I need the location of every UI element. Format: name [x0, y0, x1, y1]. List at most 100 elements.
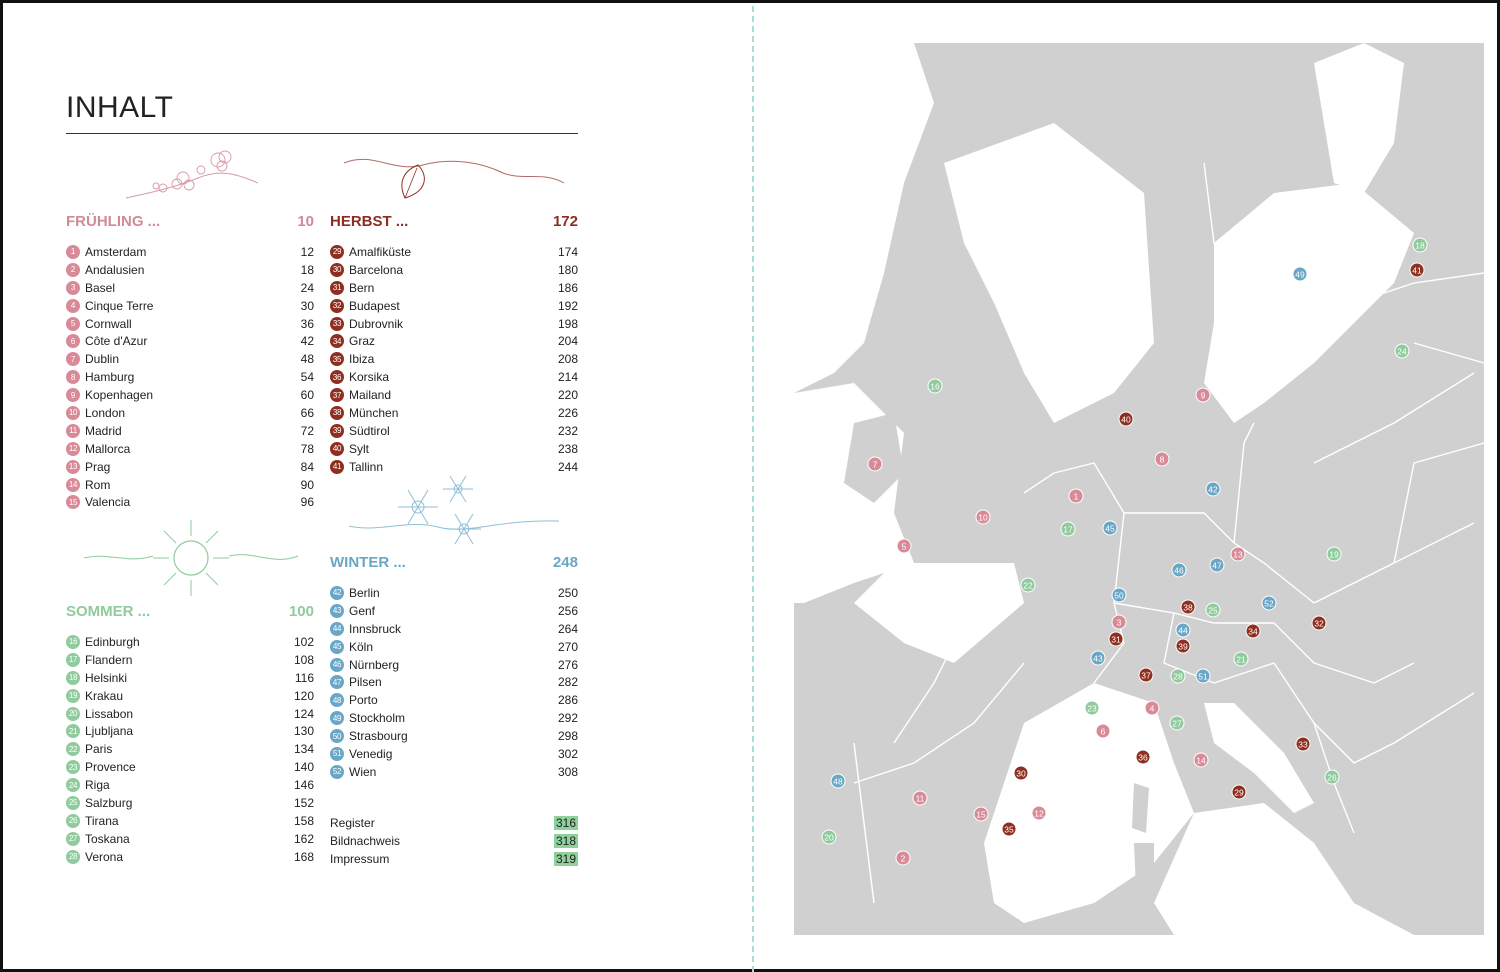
toc-entry[interactable]: 13 Prag 84 [66, 458, 314, 476]
map-pin-44[interactable]: 44 [1175, 622, 1191, 638]
toc-entry[interactable]: Register 316 [330, 814, 578, 832]
map-pin-40[interactable]: 40 [1118, 411, 1134, 427]
toc-entry[interactable]: 28 Verona 168 [66, 848, 314, 866]
map-pin-6[interactable]: 6 [1095, 723, 1111, 739]
toc-entry[interactable]: 15 Valencia 96 [66, 493, 314, 511]
toc-entry[interactable]: 29 Amalfiküste 174 [330, 243, 578, 261]
toc-entry[interactable]: 40 Sylt 238 [330, 440, 578, 458]
map-pin-2[interactable]: 2 [895, 850, 911, 866]
map-pin-24[interactable]: 24 [1394, 343, 1410, 359]
map-pin-17[interactable]: 17 [1060, 521, 1076, 537]
toc-entry[interactable]: 37 Mailand 220 [330, 386, 578, 404]
map-pin-45[interactable]: 45 [1102, 520, 1118, 536]
toc-entry[interactable]: 49 Stockholm 292 [330, 709, 578, 727]
toc-entry[interactable]: 45 Köln 270 [330, 638, 578, 656]
map-pin-32[interactable]: 32 [1311, 615, 1327, 631]
toc-entry[interactable]: 6 Côte d'Azur 42 [66, 332, 314, 350]
map-pin-29[interactable]: 29 [1231, 784, 1247, 800]
map-pin-13[interactable]: 13 [1230, 546, 1246, 562]
toc-entry[interactable]: 17 Flandern 108 [66, 651, 314, 669]
map-pin-47[interactable]: 47 [1209, 557, 1225, 573]
map-pin-7[interactable]: 7 [867, 456, 883, 472]
map-pin-9[interactable]: 9 [1195, 387, 1211, 403]
map-pin-14[interactable]: 14 [1193, 752, 1209, 768]
map-pin-25[interactable]: 25 [1205, 602, 1221, 618]
toc-entry[interactable]: 34 Graz 204 [330, 332, 578, 350]
map-pin-38[interactable]: 38 [1180, 599, 1196, 615]
toc-entry[interactable]: 1 Amsterdam 12 [66, 243, 314, 261]
toc-entry[interactable]: 32 Budapest 192 [330, 297, 578, 315]
toc-entry[interactable]: 39 Südtirol 232 [330, 422, 578, 440]
map-pin-28[interactable]: 28 [1170, 668, 1186, 684]
map-pin-27[interactable]: 27 [1169, 715, 1185, 731]
toc-entry[interactable]: Impressum 319 [330, 850, 578, 868]
toc-entry[interactable]: 36 Korsika 214 [330, 368, 578, 386]
map-pin-21[interactable]: 21 [1233, 651, 1249, 667]
toc-entry[interactable]: 50 Strasbourg 298 [330, 727, 578, 745]
toc-entry[interactable]: 51 Venedig 302 [330, 745, 578, 763]
map-pin-8[interactable]: 8 [1154, 451, 1170, 467]
toc-entry[interactable]: 38 München 226 [330, 404, 578, 422]
map-pin-19[interactable]: 19 [1326, 546, 1342, 562]
map-pin-34[interactable]: 34 [1245, 623, 1261, 639]
map-pin-4[interactable]: 4 [1144, 700, 1160, 716]
toc-entry[interactable]: 42 Berlin 250 [330, 584, 578, 602]
toc-entry[interactable]: 2 Andalusien 18 [66, 261, 314, 279]
toc-entry[interactable]: 22 Paris 134 [66, 740, 314, 758]
toc-entry[interactable]: 9 Kopenhagen 60 [66, 386, 314, 404]
toc-entry[interactable]: 52 Wien 308 [330, 763, 578, 781]
map-pin-37[interactable]: 37 [1138, 667, 1154, 683]
map-pin-51[interactable]: 51 [1195, 668, 1211, 684]
map-pin-10[interactable]: 10 [975, 509, 991, 525]
toc-entry[interactable]: 19 Krakau 120 [66, 687, 314, 705]
map-pin-26[interactable]: 26 [1324, 769, 1340, 785]
map-pin-22[interactable]: 22 [1020, 577, 1036, 593]
map-pin-35[interactable]: 35 [1001, 821, 1017, 837]
map-pin-46[interactable]: 46 [1171, 562, 1187, 578]
toc-entry[interactable]: 18 Helsinki 116 [66, 669, 314, 687]
map-pin-30[interactable]: 30 [1013, 765, 1029, 781]
toc-entry[interactable]: 46 Nürnberg 276 [330, 656, 578, 674]
map-pin-48[interactable]: 48 [830, 773, 846, 789]
map-pin-36[interactable]: 36 [1135, 749, 1151, 765]
toc-entry[interactable]: 20 Lissabon 124 [66, 705, 314, 723]
map-pin-16[interactable]: 16 [927, 378, 943, 394]
toc-entry[interactable]: 41 Tallinn 244 [330, 458, 578, 476]
map-pin-5[interactable]: 5 [896, 538, 912, 554]
toc-entry[interactable]: 14 Rom 90 [66, 476, 314, 494]
map-pin-43[interactable]: 43 [1090, 650, 1106, 666]
toc-entry[interactable]: 23 Provence 140 [66, 758, 314, 776]
toc-entry[interactable]: 24 Riga 146 [66, 776, 314, 794]
toc-entry[interactable]: 5 Cornwall 36 [66, 315, 314, 333]
toc-entry[interactable]: 47 Pilsen 282 [330, 673, 578, 691]
map-pin-15[interactable]: 15 [973, 806, 989, 822]
toc-entry[interactable]: 3 Basel 24 [66, 279, 314, 297]
map-pin-49[interactable]: 49 [1292, 266, 1308, 282]
map-pin-50[interactable]: 50 [1111, 587, 1127, 603]
toc-entry[interactable]: 21 Ljubljana 130 [66, 722, 314, 740]
map-pin-20[interactable]: 20 [821, 829, 837, 845]
toc-entry[interactable]: Bildnachweis 318 [330, 832, 578, 850]
toc-entry[interactable]: 4 Cinque Terre 30 [66, 297, 314, 315]
map-pin-11[interactable]: 11 [912, 790, 928, 806]
toc-entry[interactable]: 16 Edinburgh 102 [66, 633, 314, 651]
toc-entry[interactable]: 25 Salzburg 152 [66, 794, 314, 812]
toc-entry[interactable]: 11 Madrid 72 [66, 422, 314, 440]
toc-entry[interactable]: 27 Toskana 162 [66, 830, 314, 848]
toc-entry[interactable]: 26 Tirana 158 [66, 812, 314, 830]
map-pin-12[interactable]: 12 [1031, 805, 1047, 821]
toc-entry[interactable]: 35 Ibiza 208 [330, 350, 578, 368]
toc-entry[interactable]: 48 Porto 286 [330, 691, 578, 709]
toc-entry[interactable]: 10 London 66 [66, 404, 314, 422]
map-pin-31[interactable]: 31 [1108, 631, 1124, 647]
toc-entry[interactable]: 43 Genf 256 [330, 602, 578, 620]
toc-entry[interactable]: 31 Bern 186 [330, 279, 578, 297]
toc-entry[interactable]: 33 Dubrovnik 198 [330, 315, 578, 333]
map-pin-39[interactable]: 39 [1175, 638, 1191, 654]
map-pin-1[interactable]: 1 [1068, 488, 1084, 504]
map-pin-52[interactable]: 52 [1261, 595, 1277, 611]
map-pin-33[interactable]: 33 [1295, 736, 1311, 752]
map-pin-18[interactable]: 18 [1412, 237, 1428, 253]
toc-entry[interactable]: 12 Mallorca 78 [66, 440, 314, 458]
toc-entry[interactable]: 30 Barcelona 180 [330, 261, 578, 279]
